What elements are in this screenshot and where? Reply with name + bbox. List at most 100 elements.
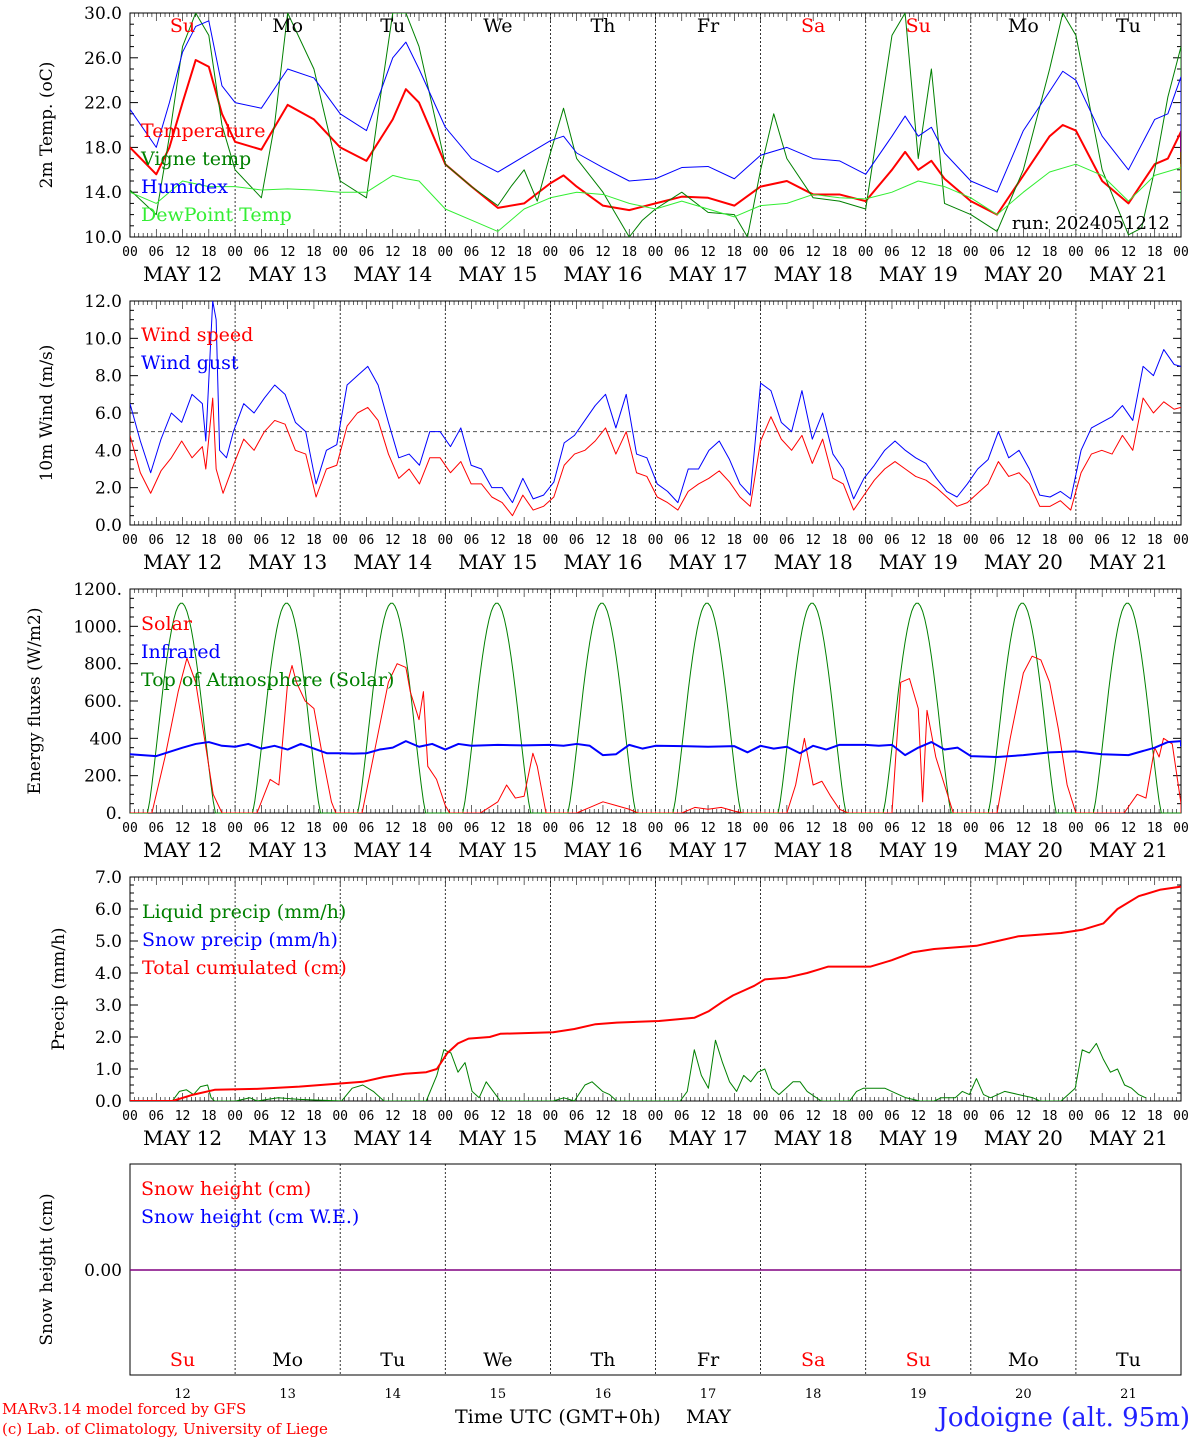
y-tick-label: 12.0	[84, 292, 122, 312]
date-label: MAY 18	[774, 838, 853, 862]
y-tick-label: 22.0	[84, 94, 122, 114]
y-tick-label: 0.00	[84, 1261, 122, 1281]
hour-tick-label: 12	[490, 245, 506, 260]
hour-tick-label: 06	[148, 533, 164, 548]
day-number: 20	[1015, 1387, 1032, 1402]
hour-tick-label: 18	[1042, 533, 1058, 548]
y-tick-label: 5.0	[95, 932, 122, 952]
date-label: MAY 17	[668, 1126, 747, 1150]
hour-tick-label: 12	[805, 821, 821, 836]
hour-tick-label: 06	[779, 821, 795, 836]
hour-tick-label: 12	[700, 821, 716, 836]
date-label: MAY 14	[353, 550, 432, 574]
date-label: MAY 17	[668, 838, 747, 862]
weekday-label: We	[483, 1349, 512, 1371]
hour-tick-label: 00	[648, 533, 664, 548]
model-credit: MARv3.14 model forced by GFS	[2, 1400, 246, 1418]
day-number: 21	[1120, 1387, 1137, 1402]
hour-tick-label: 00	[648, 1109, 664, 1124]
date-label: MAY 19	[879, 262, 958, 286]
hour-tick-label: 18	[516, 245, 532, 260]
date-label: MAY 19	[879, 838, 958, 862]
hour-tick-label: 18	[306, 1109, 322, 1124]
hour-tick-label: 18	[201, 245, 217, 260]
date-label: MAY 16	[563, 1126, 642, 1150]
hour-tick-label: 06	[674, 533, 690, 548]
y-tick-label: 14.0	[84, 183, 122, 203]
y-tick-label: 18.0	[84, 138, 122, 158]
hour-tick-label: 06	[884, 245, 900, 260]
hour-tick-label: 18	[726, 245, 742, 260]
series-liquid-precip-mm-h	[130, 1039, 1146, 1101]
weekday-label: We	[483, 15, 512, 37]
panel-2: 0.0 2.0 4.0 6.0 8.0 10.0 12.0 10m Wind (m/s) Win…	[37, 292, 1189, 574]
date-label: MAY 21	[1089, 1126, 1168, 1150]
hour-tick-label: 12	[1121, 821, 1137, 836]
hour-tick-label: 18	[411, 1109, 427, 1124]
hour-tick-label: 18	[1042, 1109, 1058, 1124]
hour-tick-label: 00	[122, 245, 138, 260]
hour-tick-label: 00	[543, 821, 559, 836]
hour-tick-label: 00	[858, 821, 874, 836]
hour-tick-label: 18	[621, 533, 637, 548]
hour-tick-label: 06	[148, 245, 164, 260]
date-label: MAY 13	[248, 550, 327, 574]
hour-tick-label: 06	[989, 533, 1005, 548]
hour-tick-label: 12	[1016, 245, 1032, 260]
hour-tick-label: 06	[569, 821, 585, 836]
hour-tick-label: 18	[1147, 821, 1163, 836]
hour-tick-label: 00	[858, 533, 874, 548]
date-label: MAY 13	[248, 262, 327, 286]
hour-tick-label: 06	[464, 533, 480, 548]
month-label: MAY	[686, 1406, 731, 1428]
day-number: 18	[805, 1387, 822, 1402]
hour-tick-label: 06	[569, 1109, 585, 1124]
y-tick-label: 400	[90, 729, 122, 749]
hour-tick-label: 00	[858, 1109, 874, 1124]
hour-tick-label: 18	[516, 821, 532, 836]
panel-1: 10.0 14.0 18.0 22.0 26.0 30.0 2m Temp. (oC) Tem…	[37, 4, 1189, 286]
hour-tick-label: 00	[122, 533, 138, 548]
hour-tick-label: 00	[753, 245, 769, 260]
date-label: MAY 21	[1089, 550, 1168, 574]
series-group	[130, 13, 1181, 237]
legend-item: Liquid precip (mm/h)	[142, 901, 346, 923]
date-label: MAY 17	[668, 550, 747, 574]
hour-tick-label: 06	[989, 1109, 1005, 1124]
hour-tick-label: 06	[254, 245, 270, 260]
hour-tick-label: 12	[175, 821, 191, 836]
y-tick-label: 26.0	[84, 49, 122, 69]
hour-tick-label: 00	[227, 245, 243, 260]
hour-tick-label: 12	[700, 1109, 716, 1124]
date-label: MAY 20	[984, 1126, 1063, 1150]
hour-tick-label: 06	[254, 1109, 270, 1124]
y-tick-label: 1.0	[95, 1060, 122, 1080]
y-tick-label: 2.0	[95, 1028, 122, 1048]
series-group	[130, 655, 1181, 813]
weekday-label: Th	[590, 15, 615, 37]
hour-tick-label: 00	[858, 245, 874, 260]
hour-tick-label: 12	[175, 245, 191, 260]
date-label: MAY 18	[774, 1126, 853, 1150]
hour-tick-label: 18	[832, 1109, 848, 1124]
date-label: MAY 13	[248, 838, 327, 862]
weekday-label: Tu	[1116, 15, 1141, 37]
y-tick-label: 4.0	[95, 441, 122, 461]
day-number: 13	[279, 1387, 296, 1402]
date-label: MAY 12	[143, 262, 222, 286]
date-label: MAY 20	[984, 550, 1063, 574]
hour-tick-label: 18	[832, 821, 848, 836]
hour-tick-label: 12	[490, 821, 506, 836]
hour-tick-label: 00	[227, 821, 243, 836]
hour-tick-label: 06	[779, 245, 795, 260]
date-label: MAY 12	[143, 838, 222, 862]
hour-tick-label: 18	[621, 245, 637, 260]
run-label: run: 2024051212	[1012, 213, 1170, 234]
hour-tick-label: 06	[989, 245, 1005, 260]
hour-tick-label: 00	[963, 533, 979, 548]
hour-tick-label: 12	[910, 821, 926, 836]
hour-tick-label: 06	[779, 533, 795, 548]
series-wind-speed	[130, 397, 1181, 517]
hour-tick-label: 00	[332, 1109, 348, 1124]
series-total-cumulated-cm	[130, 885, 1181, 1101]
